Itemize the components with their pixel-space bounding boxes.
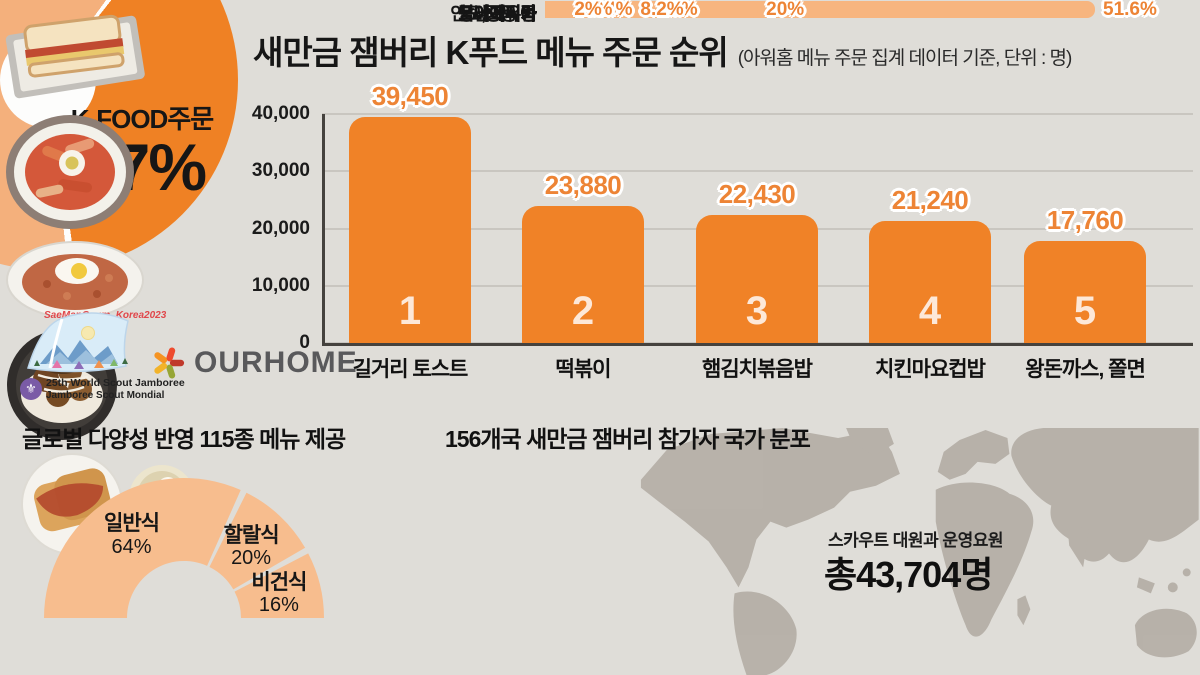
bar-value-label: 22,430 [718, 178, 796, 209]
hbar-label: 동남아시아 [458, 4, 537, 24]
bar-value-label: 17,760 [1046, 205, 1124, 236]
hbar-value-label: 3% [584, 0, 613, 20]
bar-rank: 3 [745, 289, 769, 333]
hbar-label: 유럽 [504, 4, 537, 24]
countries-title: 156개국 새만금 잼버리 참가자 국가 분포 [445, 426, 811, 452]
half-donut-label: 일반식 64% [104, 512, 160, 558]
ourhome-logo-icon [154, 347, 185, 379]
y-axis-line [322, 114, 325, 345]
hbar [545, 1, 567, 18]
category-label: 떡볶이 [555, 358, 612, 381]
hbar-value-label: 3.4% [589, 0, 633, 20]
category-label: 치킨마요컵밥 [875, 358, 986, 381]
menu-diversity-half-donut [44, 478, 324, 618]
hbar-value-label: 8.2% [640, 0, 684, 20]
hbar-value-label: 2% [574, 0, 602, 20]
bar-rank: 4 [918, 289, 942, 333]
food-photo-fried-rice-egg-plate [0, 234, 150, 326]
bar-value-label: 23,880 [544, 170, 622, 201]
hbar-label: 인도,중동 등 [450, 4, 537, 24]
hbar-row: 동남아시아 8.2% [0, 0, 1200, 103]
y-tick-label: 10,000 [251, 274, 310, 296]
y-tick-label: 40,000 [251, 103, 310, 124]
total-count: 총43,704명 [824, 554, 993, 595]
hbar-label: 북아메리카 [458, 4, 537, 24]
bar-rank: 5 [1073, 289, 1097, 333]
hbar-label: 오세아니아 [458, 4, 537, 24]
half-donut-label: 비건식 16% [251, 570, 307, 617]
page-subtitle: (아워홈 메뉴 주문 집계 데이터 기준, 단위 : 명) [737, 48, 1073, 69]
segment-pct: 16% [258, 594, 299, 617]
bar [349, 117, 471, 343]
hbar-row: 아프리카 3.4% [0, 0, 1200, 129]
hbar-value-label: 20% [766, 0, 805, 20]
hbar-value-label: 51.6% [1103, 0, 1157, 20]
hbar-value-label: 10% [659, 0, 698, 20]
ourhome-logo: OURHOME [150, 344, 358, 382]
bar-value-label: 21,240 [891, 185, 969, 216]
scout-line1: 25th World Scout Jamboree [46, 377, 185, 389]
segment-name: 할랄식 [223, 523, 280, 547]
segment-name: 비건식 [251, 570, 307, 594]
hbar-value-label: 3% [584, 0, 613, 20]
scout-emblem-row: ⚜ 25th World Scout Jamboree Jamboree Sco… [20, 377, 185, 401]
half-donut-segment [209, 492, 306, 590]
hbar-label: 아시아 [489, 4, 537, 24]
ourhome-wordmark: OURHOME [194, 346, 358, 379]
scout-fleur-de-lis-icon: ⚜ [20, 378, 42, 401]
bar-rank: 2 [571, 289, 595, 333]
header: 새만금 잼버리 K푸드 메뉴 주문 순위 (아워홈 메뉴 주문 집계 데이터 기준… [253, 26, 1193, 74]
page-title: 새만금 잼버리 K푸드 메뉴 주문 순위 [253, 34, 729, 71]
scout-text: 25th World Scout Jamboree Jamboree Scout… [46, 377, 185, 401]
category-label: 길거리 토스트 [352, 358, 469, 381]
jamboree-logo-icon: SaeManGeum, Korea2023 [27, 310, 167, 373]
half-donut-label: 할랄식 20% [223, 523, 280, 570]
jamboree-logo: SaeManGeum, Korea2023 [16, 306, 167, 376]
category-label: 왕돈까스, 쫄면 [1025, 358, 1146, 381]
y-tick-label: 30,000 [251, 160, 310, 182]
half-donut-segment [234, 553, 324, 618]
y-tick-label: 0 [299, 332, 310, 353]
segment-name: 일반식 [104, 512, 160, 536]
segment-pct: 64% [111, 535, 152, 558]
hbar-row: 인도,중동 등 2% [0, 0, 1200, 207]
x-axis-line [322, 342, 1193, 346]
hbar-row: 오세아니아 3% [0, 0, 1200, 181]
category-label: 햄김치볶음밥 [702, 358, 813, 381]
hbar-label: 남아메리카 [458, 4, 537, 24]
hbar-row: 아시아 20% [0, 0, 1200, 52]
hbar-row: 남아메리카 10% [0, 0, 1200, 78]
bar [1024, 241, 1146, 343]
hbar-row: 북아메리카 3% [0, 0, 1200, 155]
bar-rank: 1 [398, 289, 422, 333]
bar-value-label: 39,450 [371, 81, 449, 112]
world-map [640, 428, 1199, 675]
y-tick-label: 20,000 [251, 217, 310, 239]
hbar-label: 아프리카 [473, 4, 537, 24]
food-photo-sandwich-tray [0, 0, 150, 110]
food-photo-tteokbokki-bowl [0, 110, 140, 234]
grid-line [322, 113, 1193, 115]
half-donut-segment [44, 478, 241, 618]
bar [696, 214, 818, 343]
segment-pct: 20% [231, 547, 272, 570]
total-caption: 스카우트 대원과 운영요원 [828, 531, 1004, 550]
scout-line2: Jamboree Scout Mondial [46, 389, 165, 401]
menu-diversity-title: 글로벌 다양성 반영 115종 메뉴 제공 [22, 426, 346, 452]
bar [869, 221, 991, 343]
bar [522, 206, 644, 343]
grid-line [322, 170, 1193, 173]
